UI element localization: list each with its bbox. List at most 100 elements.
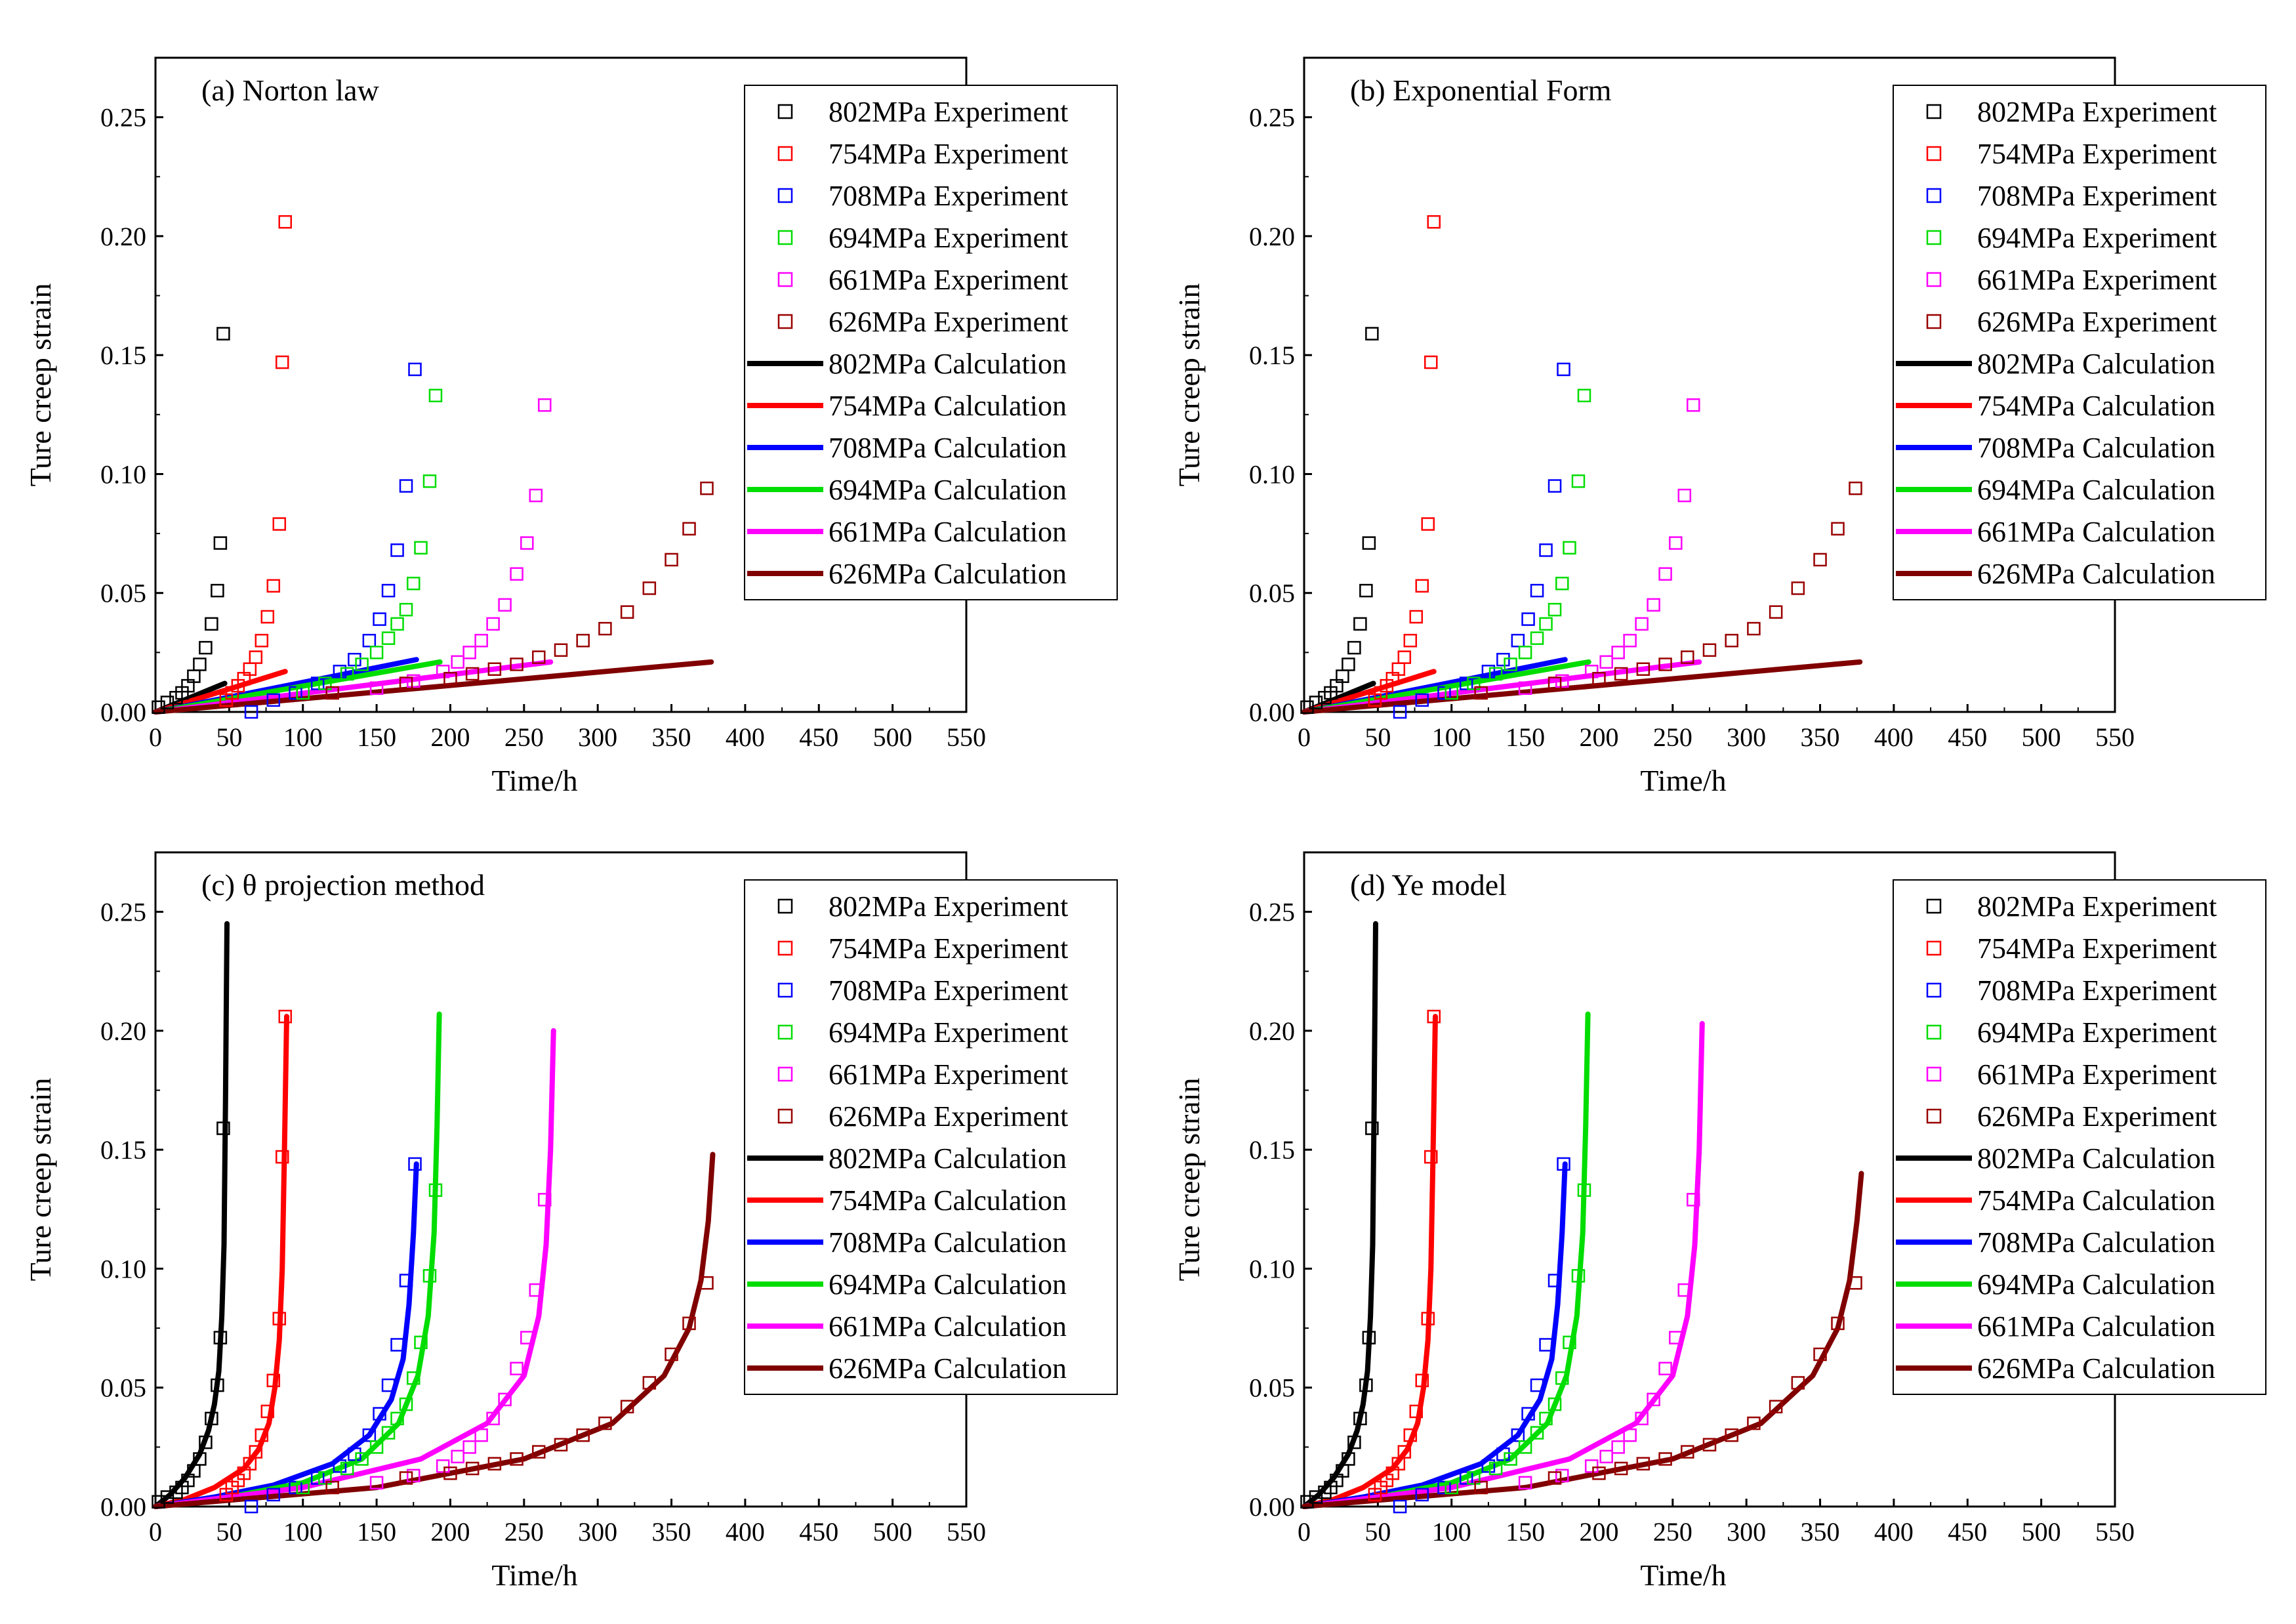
experiment-point [1511,633,1525,648]
legend-label: 694MPa Calculation [1977,474,2215,506]
experiment-point [260,610,275,624]
y-tick-label: 0.10 [100,1254,146,1283]
experiment-point [381,631,396,645]
experiment-point [1459,1471,1473,1485]
experiment-point [700,1276,714,1290]
experiment-point [340,667,354,681]
legend-marker [777,1024,793,1040]
experiment-point [1530,1378,1544,1392]
legend-label: 708MPa Experiment [1977,180,2217,212]
experiment-point [399,479,413,493]
experiment-point [1725,1428,1738,1442]
experiment-point [1677,488,1692,503]
y-tick-label: 0.20 [100,1016,146,1046]
experiment-point [554,1438,568,1451]
experiment-point [1548,1274,1562,1287]
legend-label: 802MPa Calculation [829,348,1067,380]
x-tick-label: 350 [1801,1517,1840,1547]
x-axis-label: Time/h [1640,764,1726,797]
x-tick-label: 300 [578,722,617,752]
experiment-point [1539,617,1553,631]
experiment-point [1359,583,1373,598]
experiment-point [532,1445,546,1459]
experiment-point [510,657,523,671]
y-axis-label: Ture creep strain [24,1078,57,1281]
x-tick-label: 200 [430,722,470,752]
y-tick-label: 0.20 [1249,222,1295,251]
experiment-point [1849,481,1862,495]
experiment-point [216,327,230,341]
experiment-point [510,1452,523,1466]
experiment-point [1813,1347,1827,1362]
experiment-point [355,657,369,671]
legend-label: 626MPa Experiment [829,1100,1068,1133]
experiment-point [422,474,437,488]
x-tick-label: 100 [283,1517,323,1547]
chart-title: (d) Ye model [1350,868,1507,902]
experiment-point [486,1411,500,1426]
experiment-point [428,1183,443,1197]
experiment-point [1481,665,1496,678]
experiment-point [1647,1392,1660,1407]
experiment-point [510,567,523,581]
legend-label: 661MPa Calculation [1977,1310,2215,1343]
experiment-point [1421,1312,1435,1325]
legend-marker [1926,188,1942,203]
legend-label: 754MPa Experiment [829,138,1068,170]
experiment-point [1592,671,1606,686]
experiment-point [598,1416,612,1430]
experiment-point [1563,541,1576,555]
x-axis-label: Time/h [491,1558,577,1592]
x-tick-label: 150 [1506,1517,1545,1547]
legend-marker [1926,272,1942,287]
calculation-line [1302,1161,1568,1509]
experiment-point [1831,522,1845,536]
legend-label: 694MPa Calculation [1977,1268,2215,1301]
experiment-point [249,1445,263,1459]
legend-label: 626MPa Calculation [1977,1352,2215,1385]
chart-title: (c) θ projection method [201,868,485,902]
calculation-line [153,1152,716,1509]
experiment-point [451,1449,464,1464]
experiment-point [213,536,228,550]
y-tick-label: 0.25 [100,898,146,927]
experiment-point [205,617,218,631]
legend-label: 754MPa Experiment [829,932,1068,965]
experiment-point [390,543,404,557]
experiment-point [1393,705,1407,719]
experiment-point [520,1331,534,1344]
legend-label: 802MPa Experiment [829,96,1068,128]
experiment-point [1584,665,1599,678]
experiment-point [1669,1331,1683,1344]
y-axis-label: Ture creep strain [24,283,57,487]
experiment-point [1415,693,1429,707]
legend-marker [1926,146,1942,161]
experiment-point [373,612,386,626]
experiment-point [289,1480,302,1495]
x-tick-label: 300 [578,1517,617,1547]
experiment-point [682,522,696,536]
experiment-point [152,1495,165,1509]
experiment-point [213,1331,228,1344]
experiment-point [1557,362,1570,377]
experiment-point [576,1428,590,1442]
x-tick-label: 550 [947,722,986,752]
x-tick-label: 400 [726,722,765,752]
experiment-point [1577,1183,1591,1197]
legend-label: 661MPa Experiment [1977,1058,2217,1091]
x-tick-label: 150 [1506,722,1545,752]
experiment-point [1548,1397,1562,1411]
x-tick-label: 0 [1298,722,1311,752]
experiment-point [1347,640,1361,655]
experiment-point [422,1269,437,1283]
experiment-point [276,355,289,369]
legend-label: 694MPa Experiment [1977,222,2217,254]
experiment-point [1459,677,1473,690]
x-tick-label: 450 [799,722,838,752]
x-tick-label: 50 [216,722,242,752]
experiment-point [642,581,657,595]
legend-marker [777,104,793,119]
experiment-point [1437,1480,1451,1495]
experiment-point [381,1426,396,1440]
x-tick-label: 300 [1727,1517,1766,1547]
